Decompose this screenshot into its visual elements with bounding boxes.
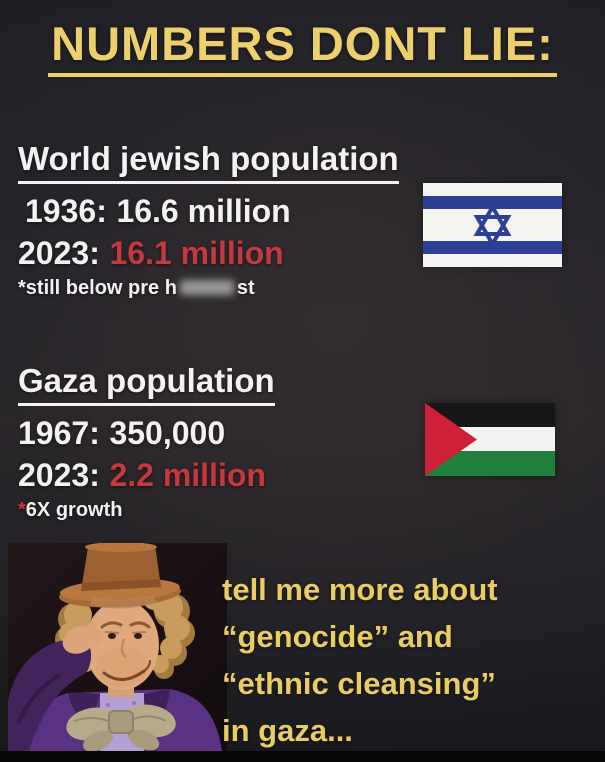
- footnote-prefix: *still below pre h: [18, 277, 177, 299]
- gaza-population-section: Gaza population 1967: 350,000 2023: 2.2 mi…: [18, 361, 275, 523]
- caption-line-1: tell me more about: [222, 572, 498, 607]
- stat-label: 2023:: [18, 457, 100, 493]
- censored-blur: [179, 280, 234, 295]
- jewish-stat-1936: 1936: 16.6 million: [18, 190, 399, 232]
- jewish-heading-text: World jewish population: [18, 139, 399, 184]
- stat-value-red: 16.1 million: [109, 235, 284, 271]
- gaza-section-heading: Gaza population: [18, 361, 275, 406]
- caption-block: tell me more about “genocide” and “ethni…: [222, 566, 597, 754]
- stat-value: 16.6 million: [116, 193, 291, 229]
- gaza-footnote: *6X growth: [18, 498, 275, 523]
- stat-value-red: 2.2 million: [109, 457, 266, 493]
- stat-label: 1967:: [18, 415, 100, 451]
- caption-line-3: “ethnic cleansing”: [222, 666, 496, 701]
- bottom-letterbox-bar: [0, 751, 605, 762]
- gaza-stat-2023: 2023: 2.2 million: [18, 454, 275, 496]
- jewish-stat-2023: 2023: 16.1 million: [18, 232, 399, 274]
- gaza-stat-1967: 1967: 350,000: [18, 412, 275, 454]
- jewish-section-heading: World jewish population: [18, 139, 399, 184]
- title-wrap: NUMBERS DONT LIE:: [0, 18, 605, 77]
- condescending-wonka-photo: [8, 543, 227, 751]
- jewish-footnote: *still below pre h st: [18, 276, 399, 301]
- footnote-text: 6X growth: [25, 499, 123, 521]
- page-title: NUMBERS DONT LIE:: [48, 18, 557, 77]
- stat-label: 1936:: [25, 193, 107, 229]
- footnote-suffix: st: [236, 277, 255, 299]
- caption-line-4: in gaza...: [222, 713, 353, 748]
- stat-label: 2023:: [18, 235, 100, 271]
- caption-line-2: “genocide” and: [222, 619, 453, 654]
- footnote-asterisk: *: [18, 499, 26, 521]
- israel-flag-icon: [423, 183, 562, 267]
- palestine-flag-icon: [425, 403, 555, 476]
- gaza-heading-text: Gaza population: [18, 361, 275, 406]
- jewish-population-section: World jewish population 1936: 16.6 millio…: [18, 139, 399, 301]
- stat-value: 350,000: [109, 415, 226, 451]
